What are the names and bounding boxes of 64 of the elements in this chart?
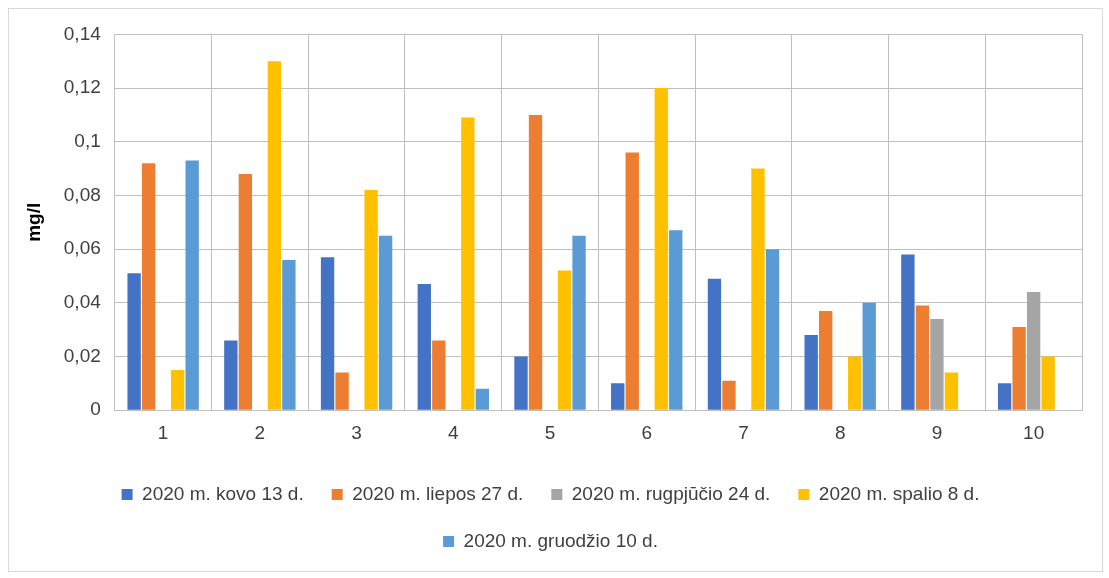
bar bbox=[901, 254, 915, 410]
y-tick-label: 0,04 bbox=[63, 291, 102, 313]
x-tick-label: 3 bbox=[351, 421, 362, 443]
bar bbox=[611, 383, 625, 410]
y-tick-label: 0,06 bbox=[63, 237, 101, 259]
y-tick-label: 0 bbox=[90, 398, 101, 420]
bar bbox=[997, 383, 1012, 410]
bar bbox=[765, 249, 780, 410]
x-tick-label: 10 bbox=[1023, 421, 1045, 443]
bar bbox=[475, 388, 489, 410]
bar bbox=[819, 310, 833, 410]
x-tick-label: 2 bbox=[254, 421, 266, 443]
x-tick-label: 6 bbox=[641, 421, 653, 443]
y-tick-label: 0,1 bbox=[74, 130, 101, 152]
bar bbox=[930, 318, 944, 410]
bar bbox=[238, 173, 253, 410]
bar bbox=[432, 340, 446, 410]
bar bbox=[751, 168, 765, 410]
bar bbox=[654, 88, 668, 410]
bar bbox=[625, 152, 639, 410]
bar bbox=[320, 257, 335, 410]
bar bbox=[572, 235, 586, 410]
legend-label: 2020 m. kovo 13 d. bbox=[142, 482, 304, 504]
x-tick-label: 5 bbox=[544, 421, 556, 443]
bar bbox=[282, 259, 296, 410]
bar bbox=[335, 372, 349, 410]
x-tick-label: 4 bbox=[448, 421, 460, 443]
bar bbox=[1026, 292, 1041, 410]
bar bbox=[378, 235, 393, 410]
legend-label: 2020 m. liepos 27 d. bbox=[352, 482, 524, 504]
bar bbox=[1041, 356, 1055, 410]
bar bbox=[862, 302, 876, 410]
bar bbox=[461, 117, 475, 410]
bar bbox=[127, 273, 141, 410]
x-tick-label: 9 bbox=[931, 421, 943, 443]
y-tick-label: 0,12 bbox=[63, 76, 101, 98]
bar bbox=[224, 340, 238, 410]
bar bbox=[185, 160, 199, 410]
legend-label: 2020 m. gruodžio 10 d. bbox=[463, 529, 658, 551]
bar bbox=[848, 356, 862, 410]
bar bbox=[722, 380, 736, 410]
x-tick-label: 1 bbox=[157, 421, 169, 443]
bar bbox=[669, 230, 683, 410]
y-tick-label: 0,08 bbox=[63, 183, 101, 205]
bar bbox=[944, 372, 959, 410]
bar bbox=[364, 190, 378, 410]
bar bbox=[528, 114, 543, 410]
bar bbox=[141, 163, 156, 410]
bar bbox=[557, 270, 572, 410]
bar bbox=[417, 284, 431, 410]
x-tick-label: 7 bbox=[738, 421, 749, 443]
bar bbox=[514, 356, 528, 410]
bar bbox=[267, 61, 282, 410]
legend-label: 2020 m. spalio 8 d. bbox=[818, 482, 980, 504]
y-tick-label: 0,14 bbox=[63, 22, 102, 44]
legend-label: 2020 m. rugpjūčio 24 d. bbox=[571, 482, 771, 504]
bar bbox=[1012, 326, 1026, 410]
bar bbox=[804, 335, 818, 410]
x-tick-label: 8 bbox=[834, 421, 846, 443]
y-tick-label: 0,02 bbox=[63, 344, 101, 366]
bar bbox=[707, 278, 722, 410]
y-axis-title: mg/l bbox=[22, 202, 44, 242]
bar bbox=[915, 305, 930, 410]
bar bbox=[170, 369, 185, 410]
